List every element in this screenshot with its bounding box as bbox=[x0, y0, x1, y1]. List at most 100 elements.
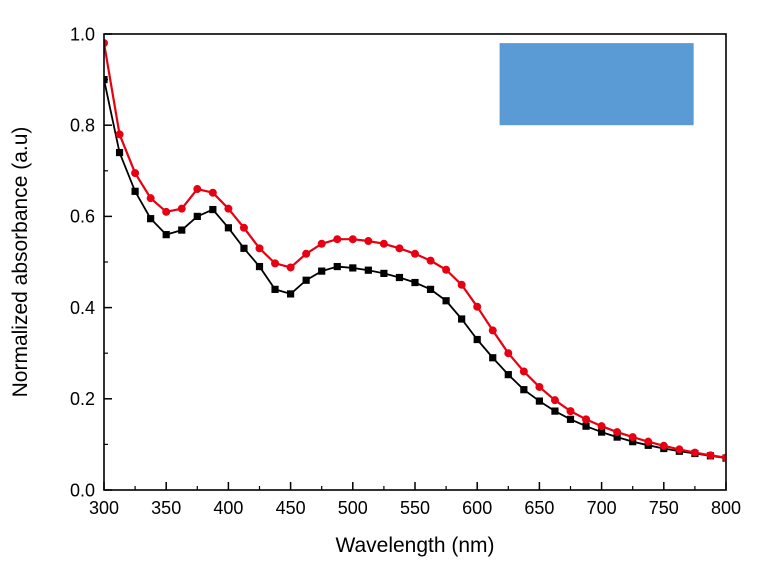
marker-circle bbox=[395, 244, 404, 253]
marker-circle bbox=[364, 237, 373, 246]
marker-circle bbox=[457, 280, 466, 289]
marker-square bbox=[380, 269, 388, 277]
marker-square bbox=[551, 407, 559, 415]
marker-circle bbox=[239, 223, 248, 232]
marker-circle bbox=[271, 259, 280, 268]
marker-circle bbox=[442, 265, 451, 274]
marker-square bbox=[426, 285, 435, 293]
y-tick-label: 0.4 bbox=[70, 298, 95, 318]
marker-circle bbox=[131, 169, 140, 178]
marker-circle bbox=[613, 428, 622, 437]
marker-circle bbox=[722, 453, 726, 462]
x-tick-label: 350 bbox=[151, 498, 181, 518]
marker-circle bbox=[504, 349, 513, 358]
marker-square bbox=[395, 273, 404, 282]
blue-rectangle-overlay bbox=[499, 43, 694, 126]
marker-square bbox=[520, 386, 528, 394]
marker-square bbox=[271, 285, 279, 293]
x-tick-label: 650 bbox=[524, 498, 554, 518]
marker-square bbox=[240, 244, 248, 252]
marker-square bbox=[287, 290, 295, 298]
y-tick-label: 0.0 bbox=[70, 480, 95, 500]
x-axis-title: Wavelength (nm) bbox=[335, 534, 494, 557]
marker-circle bbox=[177, 204, 186, 213]
marker-square bbox=[613, 433, 621, 441]
marker-circle bbox=[255, 244, 264, 253]
series-red-circles bbox=[104, 39, 726, 462]
x-tick-label: 700 bbox=[587, 498, 617, 518]
marker-square bbox=[193, 212, 201, 220]
y-axis-title: Normalized absorbance (a.u) bbox=[9, 127, 32, 398]
marker-circle bbox=[146, 194, 155, 203]
marker-square bbox=[629, 438, 637, 446]
marker-square bbox=[535, 397, 543, 405]
y-tick-label: 0.2 bbox=[70, 389, 95, 409]
marker-circle bbox=[333, 235, 342, 244]
x-tick-label: 300 bbox=[89, 498, 119, 518]
x-tick-label: 550 bbox=[400, 498, 430, 518]
x-tick-label: 400 bbox=[213, 498, 243, 518]
marker-circle bbox=[426, 256, 435, 265]
series-black-squares bbox=[104, 76, 726, 462]
marker-circle bbox=[379, 239, 388, 248]
marker-circle bbox=[104, 39, 108, 48]
marker-circle bbox=[115, 130, 124, 139]
marker-circle bbox=[706, 451, 715, 460]
marker-square bbox=[504, 371, 512, 379]
y-tick-label: 0.6 bbox=[70, 207, 95, 227]
x-tick-label: 800 bbox=[711, 498, 741, 518]
marker-square bbox=[411, 278, 419, 287]
marker-circle bbox=[675, 445, 684, 454]
x-tick-label: 450 bbox=[276, 498, 306, 518]
marker-circle bbox=[286, 263, 295, 272]
marker-square bbox=[582, 422, 590, 430]
marker-square bbox=[162, 231, 170, 239]
marker-circle bbox=[488, 326, 497, 335]
marker-circle bbox=[473, 302, 482, 311]
plot-area: 300 350 400 450 500 550 600 650 700 750 800 0.0 0.2 0… bbox=[70, 24, 741, 518]
marker-circle bbox=[659, 441, 668, 450]
marker-square bbox=[131, 187, 139, 195]
marker-circle bbox=[519, 367, 528, 376]
marker-square bbox=[318, 267, 326, 275]
x-tick-label: 500 bbox=[338, 498, 368, 518]
marker-circle bbox=[566, 407, 575, 416]
marker-square bbox=[333, 262, 341, 271]
marker-circle bbox=[582, 415, 591, 424]
marker-square bbox=[458, 315, 466, 323]
marker-square bbox=[302, 276, 310, 284]
x-tick-label: 750 bbox=[649, 498, 679, 518]
marker-square bbox=[115, 148, 124, 157]
series-line-black-squares bbox=[104, 78, 726, 459]
marker-circle bbox=[317, 239, 326, 248]
marker-square bbox=[147, 215, 155, 223]
marker-circle bbox=[302, 249, 311, 258]
marker-square bbox=[364, 266, 372, 274]
marker-circle bbox=[162, 207, 171, 216]
marker-circle bbox=[208, 188, 217, 197]
marker-square bbox=[598, 428, 606, 436]
marker-circle bbox=[348, 235, 357, 244]
marker-square bbox=[255, 262, 264, 271]
marker-circle bbox=[224, 204, 233, 213]
marker-square bbox=[349, 264, 357, 272]
marker-circle bbox=[628, 433, 637, 442]
marker-square bbox=[442, 297, 450, 305]
marker-circle bbox=[550, 396, 559, 405]
x-tick-label: 600 bbox=[462, 498, 492, 518]
marker-circle bbox=[193, 185, 202, 194]
marker-circle bbox=[535, 382, 544, 391]
marker-square bbox=[566, 415, 575, 423]
y-tick-label: 0.8 bbox=[70, 116, 95, 136]
marker-square bbox=[178, 226, 186, 234]
marker-square bbox=[489, 354, 497, 362]
marker-square bbox=[224, 224, 232, 232]
marker-circle bbox=[644, 437, 653, 446]
marker-square bbox=[209, 205, 217, 214]
y-tick-label: 1.0 bbox=[70, 24, 95, 44]
marker-circle bbox=[411, 249, 419, 258]
marker-circle bbox=[690, 448, 699, 457]
marker-square bbox=[473, 335, 481, 344]
